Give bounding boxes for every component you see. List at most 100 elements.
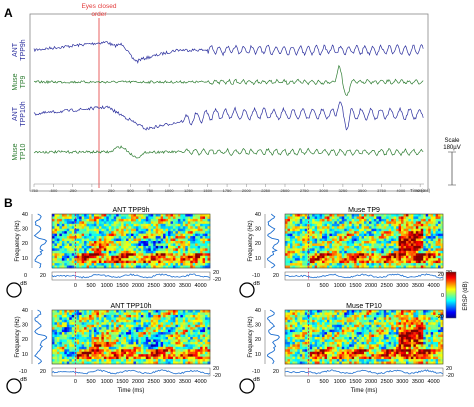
panel-b-label: B (4, 196, 13, 210)
time-axis-label: Time (ms) (351, 388, 378, 394)
freq-tick-40: 40 (22, 212, 28, 218)
channel-label-2-line2: TP9 (20, 75, 27, 88)
time-axis-label: Time (ms) (118, 388, 145, 394)
time-tick-2500: 2500 (148, 283, 160, 289)
freq-tick-10: 10 (255, 256, 261, 262)
ersp-time-trace (51, 369, 210, 375)
trace-muse-tp9 (33, 64, 424, 96)
panel-a-time-axis: -750 -500 -250 0 250 500 750 1000 1250 1500 1750 20… (30, 183, 431, 193)
time-tick-3250: 3250 (338, 188, 348, 193)
spectrum-tick-low: -10 (252, 273, 260, 279)
freq-tick-20: 20 (22, 337, 28, 343)
head-outline-icon (239, 378, 255, 394)
time-tick-2750: 2750 (300, 188, 310, 193)
time-tick-3500: 3500 (358, 188, 368, 193)
mean-spectrum-trace (266, 309, 280, 365)
freq-axis-label: Frequency (Hz) (15, 220, 21, 261)
time-tick-3000: 3000 (163, 283, 175, 289)
trace-ant-tpp9h (33, 41, 424, 65)
time-tick-4250: 4250 (416, 188, 426, 193)
spectrogram-title: ANT TPP9h (112, 207, 149, 214)
time-tick-2000: 2000 (365, 379, 377, 385)
time-tick-2500: 2500 (381, 379, 393, 385)
time-tick-2250: 2250 (261, 188, 271, 193)
time-tick-0: 0 (307, 379, 310, 385)
channel-label-4-line2: TP10 (20, 144, 27, 161)
channel-label-3-line1: ANT (12, 106, 19, 121)
time-tick-1500: 1500 (116, 283, 128, 289)
time-tick-3000: 3000 (396, 283, 408, 289)
panel-a-label: A (4, 6, 13, 20)
head-outline-icon (239, 282, 255, 298)
time-tick-500: 500 (320, 379, 329, 385)
freq-tick-10: 10 (255, 352, 261, 358)
freq-tick-40: 40 (255, 308, 261, 314)
scale-label-line2: 180µV (443, 145, 460, 151)
time-tick-1000: 1000 (334, 283, 346, 289)
freq-tick-30: 30 (22, 227, 28, 233)
time-tick-2000: 2000 (242, 188, 252, 193)
time-tick-2000: 2000 (365, 283, 377, 289)
trace-ant-tpp10h (33, 101, 424, 131)
head-outline-icon (6, 378, 22, 394)
spectrum-tick-high: 20 (40, 369, 46, 375)
time-tick-500: 500 (87, 283, 96, 289)
panel-a-frame (29, 13, 429, 192)
db-label: dB (20, 281, 27, 287)
time-tick-2500: 2500 (148, 379, 160, 385)
freq-tick-20: 20 (255, 337, 261, 343)
time-tick-1500: 1500 (116, 379, 128, 385)
time-tick-750: 750 (146, 188, 153, 193)
time-tick--750: -750 (30, 188, 39, 193)
ersp-time-trace (284, 369, 443, 375)
time-tick-500: 500 (320, 283, 329, 289)
scale-label-line1: Scale (444, 138, 460, 144)
spectrogram-title: Muse TP10 (346, 303, 382, 310)
time-tick-3500: 3500 (179, 379, 191, 385)
time-tick-4000: 4000 (427, 283, 439, 289)
channel-label-4-line1: Muse (12, 143, 19, 160)
ersp-time-trace (51, 273, 210, 279)
colorbar-tick-0: 0 (441, 293, 444, 299)
spectrum-tick-high: 20 (273, 273, 279, 279)
time-tick-0: 0 (91, 188, 94, 193)
freq-axis-label: Frequency (Hz) (15, 316, 21, 357)
freq-axis-label: Frequency (Hz) (248, 220, 254, 261)
ersp-tick-bottom: -20 (213, 277, 221, 283)
time-tick-1500: 1500 (349, 283, 361, 289)
ersp-tick-top: 20 (446, 366, 452, 372)
time-tick-500: 500 (87, 379, 96, 385)
freq-tick-30: 30 (255, 323, 261, 329)
freq-tick-10: 10 (22, 256, 28, 262)
time-tick--250: -250 (69, 188, 78, 193)
channel-label-2-line1: Muse (12, 73, 19, 90)
ersp-tick-top: 20 (213, 366, 219, 372)
ersp-tick-bottom: -20 (446, 373, 454, 379)
time-tick-4000: 4000 (427, 379, 439, 385)
time-tick-500: 500 (127, 188, 134, 193)
spectrum-tick-low: -10 (252, 369, 260, 375)
freq-tick-10: 10 (22, 352, 28, 358)
time-tick-3000: 3000 (396, 379, 408, 385)
time-tick-4000: 4000 (396, 188, 406, 193)
time-tick-3500: 3500 (412, 283, 424, 289)
freq-tick-30: 30 (22, 323, 28, 329)
time-tick-4000: 4000 (194, 379, 206, 385)
ersp-tick-top: 20 (213, 270, 219, 276)
mean-spectrum-trace (34, 309, 48, 365)
colorbar-ticks: 20 0 -20 (436, 272, 444, 320)
time-tick-2500: 2500 (281, 188, 291, 193)
freq-tick-20: 20 (255, 241, 261, 247)
time-tick--500: -500 (49, 188, 58, 193)
time-tick-4000: 4000 (194, 283, 206, 289)
db-label: dB (20, 377, 27, 383)
freq-tick-40: 40 (255, 212, 261, 218)
colorbar-tick--20: -20 (436, 314, 444, 320)
time-tick-1500: 1500 (203, 188, 213, 193)
